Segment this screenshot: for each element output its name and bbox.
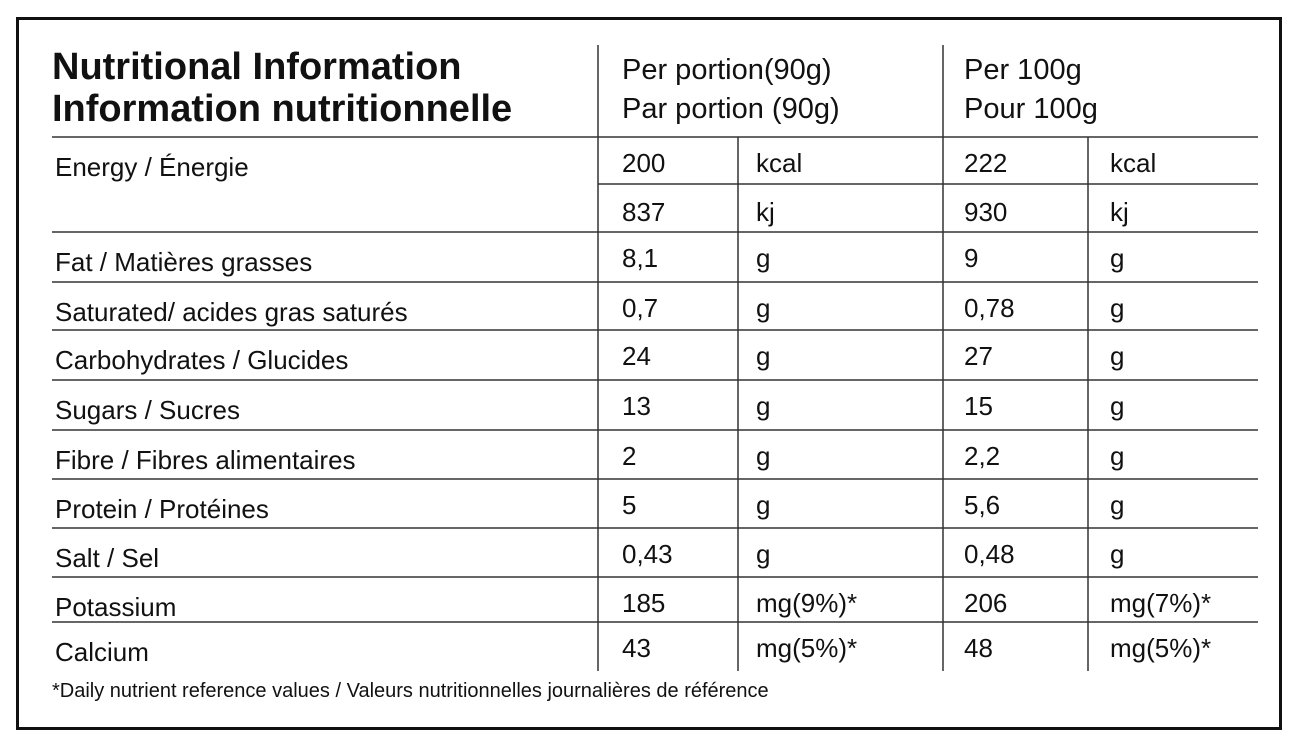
unit: g (756, 441, 771, 471)
row-label: Fibre / Fibres alimentaires (55, 445, 356, 475)
row-label: Protein / Protéines (55, 494, 269, 524)
row-label: Carbohydrates / Glucides (55, 345, 349, 375)
unit: g (756, 341, 771, 371)
value: 24 (622, 341, 651, 371)
title: Information nutritionnelle (52, 88, 513, 130)
unit: g (1110, 293, 1125, 323)
unit: kcal (756, 148, 803, 178)
value: 185 (622, 588, 666, 618)
frame (16, 17, 1282, 730)
row-label: Energy / Énergie (55, 152, 249, 182)
row-label: Fat / Matières grasses (55, 247, 313, 277)
value: 5 (622, 490, 637, 520)
unit: g (756, 243, 771, 273)
value: 2 (622, 441, 637, 471)
column-header: Pour 100g (964, 93, 1098, 125)
value: 43 (622, 633, 651, 663)
unit: g (756, 293, 771, 323)
title: Nutritional Information (52, 46, 462, 88)
unit: g (756, 490, 771, 520)
row-label: Potassium (55, 592, 177, 622)
row-label: Salt / Sel (55, 543, 160, 573)
unit: g (756, 539, 771, 569)
value: 13 (622, 391, 651, 421)
column-header: Per 100g (964, 54, 1082, 86)
value: 837 (622, 197, 666, 227)
unit: g (1110, 243, 1125, 273)
column-header: Per portion(90g) (622, 54, 832, 86)
unit: mg(5%)* (1110, 633, 1212, 663)
value: 206 (964, 588, 1008, 618)
unit: g (1110, 490, 1125, 520)
unit: kcal (1110, 148, 1157, 178)
unit: g (756, 391, 771, 421)
value: 0,78 (964, 293, 1015, 323)
column-header: Par portion (90g) (622, 93, 840, 125)
value: 0,48 (964, 539, 1015, 569)
value: 5,6 (964, 490, 1001, 520)
row-label: Sugars / Sucres (55, 395, 240, 425)
unit: g (1110, 441, 1125, 471)
unit: g (1110, 539, 1125, 569)
footnote: *Daily nutrient reference values / Valeu… (52, 680, 769, 702)
unit: g (1110, 341, 1125, 371)
row-label: Calcium (55, 637, 149, 667)
value: 0,43 (622, 539, 673, 569)
unit: mg(5%)* (756, 633, 858, 663)
unit: mg(9%)* (756, 588, 858, 618)
value: 930 (964, 197, 1008, 227)
value: 222 (964, 148, 1008, 178)
value: 27 (964, 341, 993, 371)
unit: mg(7%)* (1110, 588, 1212, 618)
value: 200 (622, 148, 666, 178)
unit: g (1110, 391, 1125, 421)
row-label: Saturated/ acides gras saturés (55, 297, 408, 327)
value: 2,2 (964, 441, 1001, 471)
value: 48 (964, 633, 993, 663)
unit: kj (1110, 197, 1129, 227)
value: 0,7 (622, 293, 659, 323)
value: 15 (964, 391, 993, 421)
value: 9 (964, 243, 979, 273)
unit: kj (756, 197, 775, 227)
value: 8,1 (622, 243, 659, 273)
